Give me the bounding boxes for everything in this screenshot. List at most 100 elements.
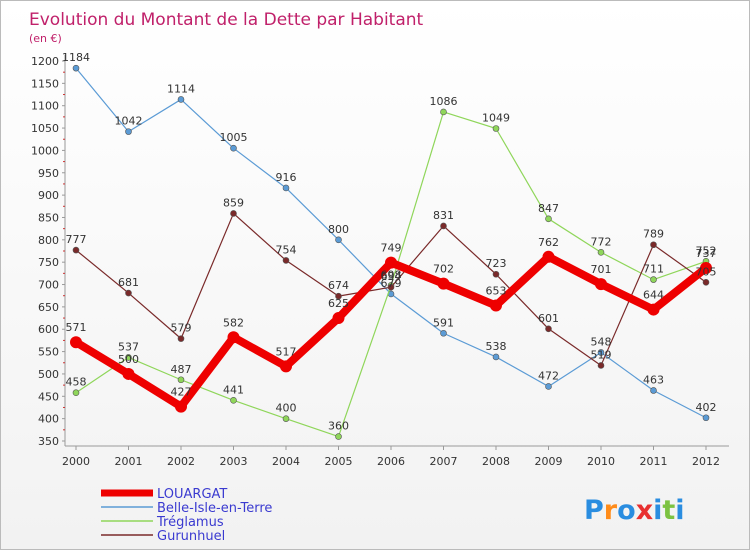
data-point bbox=[440, 329, 447, 337]
data-point bbox=[545, 325, 552, 333]
y-tick-label: 1000 bbox=[31, 144, 59, 157]
data-labels: 1184 1042 1114 1005 916 800 679 591 538 472 548 463… bbox=[62, 51, 717, 432]
series-1 bbox=[70, 250, 712, 413]
x-tick-label: 2002 bbox=[167, 455, 195, 468]
data-point bbox=[332, 312, 345, 325]
data-point bbox=[335, 236, 342, 244]
x-tick-label: 2004 bbox=[272, 455, 300, 468]
y-tick-label: 1050 bbox=[31, 122, 59, 135]
data-label: 538 bbox=[486, 340, 507, 353]
data-label: 537 bbox=[118, 340, 139, 353]
data-point bbox=[335, 292, 342, 300]
data-label: 754 bbox=[276, 243, 297, 256]
data-label: 360 bbox=[328, 420, 349, 433]
legend-label: Belle-Isle-en-Terre bbox=[157, 501, 272, 516]
data-point bbox=[282, 257, 290, 264]
data-point bbox=[597, 362, 605, 369]
logo-letter: x bbox=[636, 495, 653, 526]
data-label: 831 bbox=[433, 209, 454, 222]
y-tick-label: 1100 bbox=[31, 100, 59, 113]
data-label: 789 bbox=[643, 228, 664, 241]
y-tick-label: 600 bbox=[38, 323, 59, 336]
data-label: 916 bbox=[276, 171, 297, 184]
data-label: 548 bbox=[591, 335, 612, 348]
data-label: 582 bbox=[223, 316, 244, 329]
data-label: 859 bbox=[223, 196, 244, 209]
data-label: 1184 bbox=[62, 51, 90, 64]
data-point bbox=[597, 249, 605, 256]
data-point bbox=[335, 433, 342, 440]
data-point bbox=[702, 278, 710, 286]
data-point bbox=[387, 283, 395, 291]
y-tick-label: 1200 bbox=[31, 55, 59, 68]
data-label: 625 bbox=[328, 297, 349, 310]
data-label: 458 bbox=[66, 376, 87, 389]
data-label: 427 bbox=[171, 386, 192, 399]
data-label: 441 bbox=[223, 383, 244, 396]
y-tick-label: 700 bbox=[38, 279, 59, 292]
data-point bbox=[700, 261, 712, 274]
data-point bbox=[385, 256, 397, 269]
data-label: 517 bbox=[276, 345, 297, 358]
x-tick-label: 2005 bbox=[325, 455, 353, 468]
data-point bbox=[280, 360, 292, 373]
data-label: 698 bbox=[381, 268, 402, 281]
data-label: 694 bbox=[381, 270, 402, 283]
legend-label: LOUARGAT bbox=[157, 487, 227, 502]
legend-label: Gurunhuel bbox=[157, 529, 225, 544]
data-point bbox=[72, 246, 80, 254]
y-tick-label: 900 bbox=[38, 189, 59, 202]
data-label: 723 bbox=[486, 257, 507, 270]
data-label: 772 bbox=[591, 235, 612, 248]
x-tick-label: 2009 bbox=[535, 455, 563, 468]
data-point bbox=[177, 335, 185, 342]
logo-letter: i bbox=[675, 495, 684, 526]
data-label: 400 bbox=[276, 402, 297, 415]
data-point bbox=[122, 367, 135, 380]
data-label: 762 bbox=[538, 236, 559, 249]
data-label: 591 bbox=[433, 316, 454, 329]
y-tick-label: 500 bbox=[38, 368, 59, 381]
data-point bbox=[437, 277, 450, 290]
data-label: 800 bbox=[328, 223, 349, 236]
data-point bbox=[490, 299, 502, 312]
data-label: 463 bbox=[643, 373, 664, 386]
data-point bbox=[125, 354, 132, 361]
x-tick-label: 2000 bbox=[62, 455, 90, 468]
data-point bbox=[492, 125, 500, 132]
y-tick-label: 1150 bbox=[31, 77, 59, 90]
data-label: 487 bbox=[171, 363, 192, 376]
data-label: 1114 bbox=[167, 82, 195, 95]
y-tick-label: 450 bbox=[38, 390, 59, 403]
data-label: 1005 bbox=[220, 131, 248, 144]
y-tick-label: 850 bbox=[38, 211, 59, 224]
data-label: 644 bbox=[643, 289, 664, 302]
data-label: 1042 bbox=[115, 115, 143, 128]
logo-letter: i bbox=[653, 495, 662, 526]
data-point bbox=[230, 397, 237, 404]
data-point bbox=[72, 389, 80, 397]
data-label: 674 bbox=[328, 279, 349, 292]
x-tick-label: 2003 bbox=[220, 455, 248, 468]
data-label: 679 bbox=[381, 277, 402, 290]
data-label: 705 bbox=[696, 265, 717, 278]
data-point bbox=[72, 64, 80, 72]
data-point bbox=[230, 144, 237, 152]
data-label: 519 bbox=[591, 348, 612, 361]
y-tick-label: 800 bbox=[38, 234, 59, 247]
y-tick-label: 350 bbox=[38, 435, 59, 448]
data-label: 601 bbox=[538, 312, 559, 325]
x-tick-label: 2012 bbox=[692, 455, 720, 468]
logo-letter: r bbox=[604, 495, 618, 526]
y-tick-label: 400 bbox=[38, 413, 59, 426]
data-label: 571 bbox=[66, 321, 87, 334]
y-tick-label: 950 bbox=[38, 167, 59, 180]
data-point bbox=[647, 303, 660, 316]
x-tick-label: 2001 bbox=[115, 455, 143, 468]
data-point bbox=[492, 270, 500, 278]
data-label: 701 bbox=[591, 263, 612, 276]
data-label: 752 bbox=[696, 244, 717, 257]
logo-letter: t bbox=[662, 495, 675, 526]
